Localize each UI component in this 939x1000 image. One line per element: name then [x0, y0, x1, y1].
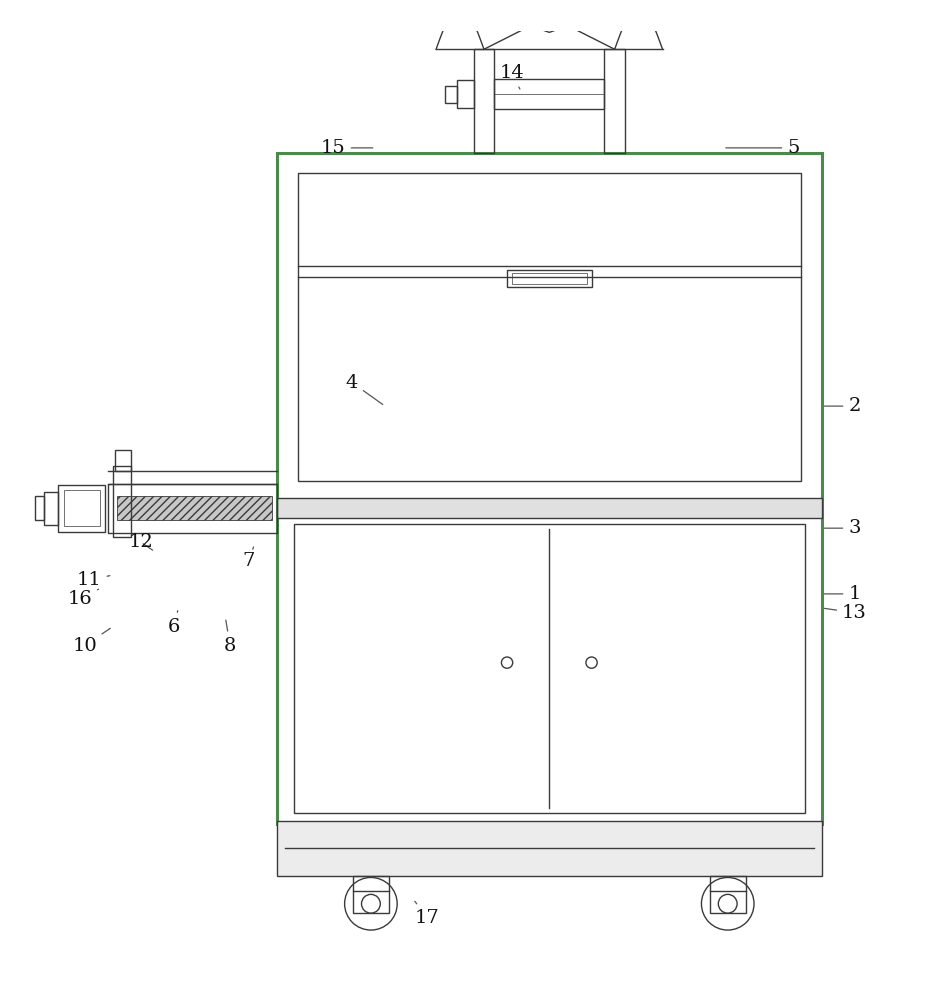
Bar: [35, 496, 44, 520]
Text: 8: 8: [223, 620, 237, 655]
Bar: [58, 485, 105, 532]
Bar: [298, 173, 801, 481]
Bar: [64, 490, 100, 526]
Bar: [277, 153, 822, 824]
Bar: [117, 496, 272, 520]
Text: 7: 7: [242, 547, 255, 570]
Bar: [108, 484, 277, 533]
Bar: [456, 80, 473, 108]
Bar: [507, 270, 592, 287]
Text: 17: 17: [415, 901, 439, 927]
Bar: [494, 79, 605, 109]
Bar: [113, 466, 131, 537]
Bar: [353, 876, 389, 913]
Text: 15: 15: [321, 139, 373, 157]
Bar: [512, 273, 587, 284]
Bar: [605, 49, 625, 153]
Bar: [445, 86, 456, 103]
Bar: [277, 498, 822, 518]
Bar: [710, 876, 746, 913]
Text: 4: 4: [346, 374, 383, 404]
Text: 10: 10: [72, 628, 111, 655]
Text: 1: 1: [824, 585, 861, 603]
Text: 2: 2: [824, 397, 861, 415]
Bar: [294, 524, 805, 813]
Text: 5: 5: [726, 139, 800, 157]
Text: 12: 12: [129, 533, 153, 551]
Text: 3: 3: [824, 519, 861, 537]
Bar: [473, 49, 494, 153]
Bar: [44, 492, 58, 525]
Text: 6: 6: [167, 611, 180, 636]
Text: 16: 16: [68, 589, 99, 608]
Bar: [277, 821, 822, 876]
Text: 11: 11: [77, 571, 110, 589]
Text: 14: 14: [500, 64, 524, 89]
Bar: [115, 450, 131, 471]
Text: 13: 13: [824, 604, 867, 622]
